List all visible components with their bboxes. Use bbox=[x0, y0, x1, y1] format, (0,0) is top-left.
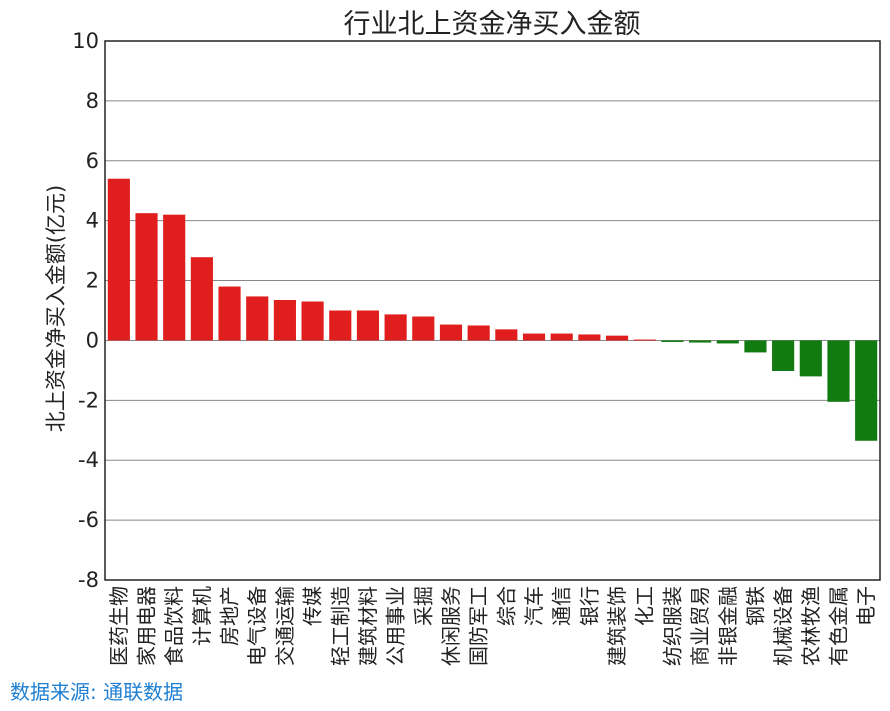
bar-休闲服务 bbox=[439, 324, 463, 341]
y-tick-label: -4 bbox=[78, 448, 99, 472]
x-tick-label: 传媒 bbox=[301, 586, 325, 626]
bar-钢铁 bbox=[744, 340, 767, 353]
x-tick-label: 轻工制造 bbox=[328, 586, 352, 666]
bar-农林牧渔 bbox=[799, 340, 822, 377]
bar-电子 bbox=[855, 340, 878, 441]
x-tick-label: 家用电器 bbox=[135, 586, 159, 666]
data-source-note: 数据来源: 通联数据 bbox=[10, 680, 184, 704]
x-tick-label: 机械设备 bbox=[771, 586, 795, 666]
x-tick-label: 通信 bbox=[550, 586, 574, 626]
bar-房地产 bbox=[218, 286, 241, 341]
y-tick-label: 0 bbox=[86, 328, 99, 352]
x-tick-label: 公用事业 bbox=[384, 586, 408, 666]
x-tick-label: 钢铁 bbox=[743, 586, 767, 626]
x-tick-label: 有色金属 bbox=[826, 586, 850, 666]
bar-银行 bbox=[578, 334, 601, 341]
x-tick-label: 建筑装饰 bbox=[605, 586, 629, 666]
bar-轻工制造 bbox=[329, 310, 352, 341]
bar-计算机 bbox=[190, 257, 213, 341]
y-tick-label: -2 bbox=[78, 388, 99, 412]
x-tick-label: 纺织服装 bbox=[660, 586, 684, 666]
x-tick-label: 采掘 bbox=[411, 586, 435, 626]
x-tick-label: 交通运输 bbox=[273, 586, 297, 666]
bar-非银金融 bbox=[716, 340, 739, 344]
x-tick-label: 休闲服务 bbox=[439, 586, 463, 666]
y-tick-label: 10 bbox=[72, 29, 99, 53]
grid-lines bbox=[105, 100, 880, 521]
bar-传媒 bbox=[301, 301, 324, 341]
chart-title: 行业北上资金净买入金额 bbox=[344, 9, 641, 40]
bar-交通运输 bbox=[273, 300, 296, 341]
x-tick-label: 综合 bbox=[494, 586, 518, 626]
y-tick-label: 8 bbox=[86, 89, 99, 113]
x-tick-label: 计算机 bbox=[190, 586, 214, 646]
y-axis-label: 北上资金净买入金额(亿元) bbox=[44, 185, 68, 432]
y-tick-label: -6 bbox=[78, 508, 99, 532]
y-tick-label: 2 bbox=[86, 269, 99, 293]
bar-医药生物 bbox=[107, 178, 130, 341]
bar-商业贸易 bbox=[689, 340, 712, 343]
x-tick-label: 食品饮料 bbox=[162, 586, 186, 666]
x-tick-label: 汽车 bbox=[522, 586, 546, 626]
bar-有色金属 bbox=[827, 340, 850, 402]
y-tick-label: 6 bbox=[86, 149, 99, 173]
bar-食品饮料 bbox=[163, 214, 186, 341]
bar-化工 bbox=[633, 339, 656, 341]
bar-综合 bbox=[495, 329, 518, 341]
x-axis-ticks: 医药生物 家用电器 食品饮料 计算机 房地产 电气设备 交通运输 传媒 轻工制造 建筑材料 公用事业… bbox=[107, 586, 878, 666]
y-axis-ticks: -8 -6 -4 -2 0 2 4 6 8 10 bbox=[72, 29, 99, 592]
bar-电气设备 bbox=[246, 296, 269, 341]
x-tick-label: 农林牧渔 bbox=[799, 586, 823, 666]
x-tick-label: 电子 bbox=[854, 586, 878, 626]
x-tick-label: 房地产 bbox=[218, 586, 242, 646]
x-tick-label: 非银金融 bbox=[716, 586, 740, 666]
x-tick-label: 医药生物 bbox=[107, 586, 131, 666]
bar-家用电器 bbox=[135, 213, 158, 341]
bar-公用事业 bbox=[384, 314, 407, 341]
x-tick-label: 国防军工 bbox=[467, 586, 491, 666]
bar-建筑装饰 bbox=[605, 335, 629, 341]
x-tick-label: 建筑材料 bbox=[356, 586, 380, 666]
x-tick-label: 商业贸易 bbox=[688, 586, 712, 666]
bar-采掘 bbox=[412, 316, 435, 341]
x-tick-label: 电气设备 bbox=[245, 586, 269, 666]
y-tick-label: 4 bbox=[86, 209, 99, 233]
plot-frame bbox=[104, 40, 881, 581]
bar-建筑材料 bbox=[356, 310, 380, 341]
bar-通信 bbox=[550, 333, 573, 341]
bar-机械设备 bbox=[772, 340, 795, 371]
bar-汽车 bbox=[522, 333, 546, 341]
x-tick-label: 银行 bbox=[577, 586, 601, 626]
bar-纺织服装 bbox=[661, 340, 684, 342]
bars bbox=[107, 178, 878, 441]
bar-国防军工 bbox=[467, 325, 490, 341]
y-tick-label: -8 bbox=[78, 568, 99, 592]
x-tick-label: 化工 bbox=[633, 586, 657, 626]
